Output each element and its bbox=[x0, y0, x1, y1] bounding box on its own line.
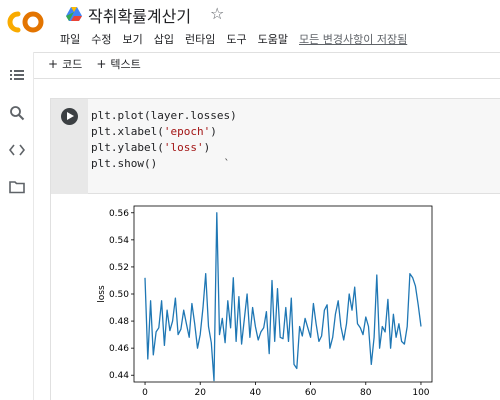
menu-edit[interactable]: 수정 bbox=[91, 33, 112, 46]
notebook-title[interactable]: 작취확률계산기 bbox=[88, 7, 192, 26]
cell-gutter bbox=[51, 99, 88, 194]
colab-logo[interactable] bbox=[4, 9, 46, 35]
toolbar-divider bbox=[34, 78, 500, 79]
series-line-loss bbox=[144, 212, 422, 382]
header-divider bbox=[0, 52, 500, 53]
toolbar: + 코드 + 텍스트 bbox=[48, 56, 155, 74]
save-status[interactable]: 모든 변경사항이 저장됨 bbox=[299, 33, 408, 46]
search-icon[interactable] bbox=[9, 105, 25, 121]
x-tick-label: 40 bbox=[250, 388, 262, 398]
code-editor[interactable]: plt.plot(layer.losses) plt.xlabel('epoch… bbox=[88, 99, 500, 194]
x-tick-label: 80 bbox=[360, 388, 372, 398]
code-line-4: plt.show() ` bbox=[91, 157, 231, 170]
menu-insert[interactable]: 삽입 bbox=[153, 33, 174, 46]
code-icon[interactable] bbox=[9, 142, 25, 158]
x-tick-label: 0 bbox=[142, 388, 148, 398]
menu-icon[interactable] bbox=[9, 67, 25, 83]
y-tick-label: 0.52 bbox=[109, 263, 129, 273]
star-icon[interactable]: ☆ bbox=[210, 4, 225, 23]
drive-icon bbox=[66, 7, 82, 21]
y-tick-label: 0.46 bbox=[109, 344, 129, 354]
y-tick-label: 0.54 bbox=[109, 236, 129, 246]
y-tick-label: 0.48 bbox=[109, 317, 129, 327]
code-cell[interactable]: plt.plot(layer.losses) plt.xlabel('epoch… bbox=[50, 98, 500, 400]
x-tick-label: 100 bbox=[412, 388, 429, 398]
x-tick-label: 20 bbox=[194, 388, 206, 398]
menu-tools[interactable]: 도구 bbox=[226, 33, 247, 46]
y-tick-label: 0.50 bbox=[109, 290, 129, 300]
y-axis-label: loss bbox=[97, 285, 107, 303]
x-tick-label: 60 bbox=[305, 388, 317, 398]
add-code-button[interactable]: + 코드 bbox=[48, 56, 82, 74]
plus-icon: + bbox=[96, 57, 107, 71]
code-line-2: plt.xlabel('epoch') bbox=[91, 125, 217, 138]
menu-bar: 파일 수정 보기 삽입 런타임 도구 도움말 모든 변경사항이 저장됨 bbox=[60, 31, 407, 47]
add-text-label: 텍스트 bbox=[110, 58, 141, 71]
plus-icon: + bbox=[48, 57, 59, 71]
menu-help[interactable]: 도움말 bbox=[257, 33, 288, 46]
folder-icon[interactable] bbox=[9, 179, 25, 195]
sidebar bbox=[0, 52, 34, 400]
run-cell-button[interactable] bbox=[61, 108, 78, 125]
header: 작취확률계산기 ☆ 파일 수정 보기 삽입 런타임 도구 도움말 모든 변경사항… bbox=[0, 0, 500, 52]
y-tick-label: 0.56 bbox=[109, 209, 129, 219]
code-text[interactable]: plt.plot(layer.losses) plt.xlabel('epoch… bbox=[91, 108, 237, 172]
y-tick-label: 0.44 bbox=[109, 371, 129, 381]
menu-view[interactable]: 보기 bbox=[122, 33, 143, 46]
menu-file[interactable]: 파일 bbox=[60, 33, 81, 46]
add-code-label: 코드 bbox=[62, 58, 83, 71]
add-text-button[interactable]: + 텍스트 bbox=[96, 56, 140, 74]
code-line-1: plt.plot(layer.losses) bbox=[91, 109, 237, 122]
menu-runtime[interactable]: 런타임 bbox=[185, 33, 216, 46]
plot-frame bbox=[133, 205, 433, 383]
code-line-3: plt.ylabel('loss') bbox=[91, 141, 211, 154]
